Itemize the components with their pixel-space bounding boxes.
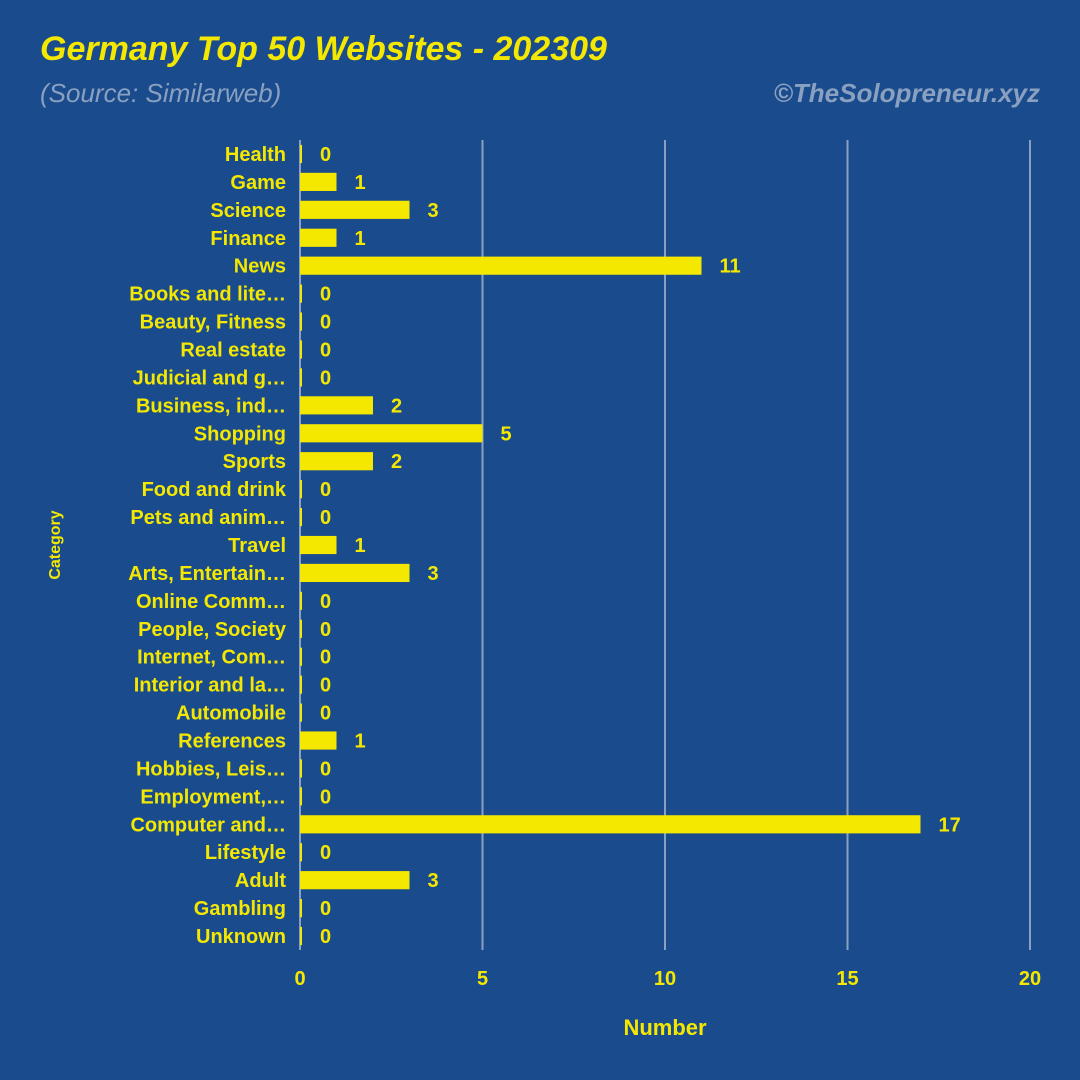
bar [300, 899, 302, 917]
value-label: 5 [501, 423, 512, 445]
category-label: Unknown [196, 926, 286, 948]
bar [300, 480, 302, 498]
value-label: 1 [355, 731, 366, 753]
value-label: 11 [720, 256, 741, 278]
category-label: Books and lite… [129, 284, 286, 306]
bar [300, 536, 337, 554]
category-label: Gambling [194, 898, 286, 920]
category-label: Real estate [180, 339, 286, 361]
value-label: 0 [320, 507, 331, 529]
bar [300, 201, 410, 219]
x-tick-label: 10 [654, 968, 676, 990]
category-label: Adult [235, 870, 286, 892]
category-label: Beauty, Fitness [140, 312, 286, 334]
bar [300, 620, 302, 638]
bar [300, 815, 921, 833]
category-label: Travel [228, 535, 286, 557]
x-tick-label: 20 [1019, 968, 1041, 990]
bar [300, 676, 302, 694]
bar [300, 229, 337, 247]
bar [300, 648, 302, 666]
category-label: Interior and la… [134, 675, 286, 697]
bar [300, 145, 302, 163]
bar [300, 704, 302, 722]
bar-chart: 05101520Health0Game1Science3Finance1News… [0, 0, 1080, 1080]
bar [300, 312, 302, 330]
category-label: People, Society [138, 619, 287, 641]
value-label: 17 [939, 814, 961, 836]
value-label: 0 [320, 675, 331, 697]
bar [300, 843, 302, 861]
value-label: 1 [355, 172, 366, 194]
category-label: Lifestyle [205, 842, 286, 864]
value-label: 2 [391, 395, 402, 417]
bar [300, 340, 302, 358]
x-tick-label: 5 [477, 968, 488, 990]
category-label: Online Comm… [136, 591, 286, 613]
value-label: 0 [320, 284, 331, 306]
bar [300, 871, 410, 889]
bar [300, 927, 302, 945]
x-tick-label: 15 [836, 968, 858, 990]
bar [300, 592, 302, 610]
category-label: Sports [223, 451, 286, 473]
bar [300, 285, 302, 303]
value-label: 0 [320, 479, 331, 501]
bar [300, 759, 302, 777]
value-label: 3 [428, 563, 439, 585]
category-label: Business, ind… [136, 395, 286, 417]
value-label: 0 [320, 367, 331, 389]
value-label: 1 [355, 228, 366, 250]
bar [300, 257, 702, 275]
category-label: Science [210, 200, 286, 222]
category-label: Game [230, 172, 286, 194]
category-label: References [178, 731, 286, 753]
category-label: Judicial and g… [133, 367, 286, 389]
value-label: 0 [320, 144, 331, 166]
bar [300, 731, 337, 749]
bar [300, 173, 337, 191]
value-label: 0 [320, 339, 331, 361]
category-label: News [234, 256, 286, 278]
chart-container: Germany Top 50 Websites - 202309 (Source… [0, 0, 1080, 1080]
category-label: Health [225, 144, 286, 166]
bar [300, 396, 373, 414]
value-label: 0 [320, 842, 331, 864]
bar [300, 424, 483, 442]
category-label: Computer and… [130, 814, 286, 836]
value-label: 0 [320, 786, 331, 808]
value-label: 2 [391, 451, 402, 473]
category-label: Shopping [194, 423, 286, 445]
category-label: Food and drink [142, 479, 287, 501]
value-label: 0 [320, 312, 331, 334]
bar [300, 452, 373, 470]
value-label: 1 [355, 535, 366, 557]
category-label: Finance [210, 228, 286, 250]
y-axis-title: Category [47, 510, 64, 579]
value-label: 3 [428, 870, 439, 892]
category-label: Arts, Entertain… [128, 563, 286, 585]
category-label: Automobile [176, 703, 286, 725]
bar [300, 368, 302, 386]
category-label: Internet, Com… [137, 647, 286, 669]
value-label: 0 [320, 758, 331, 780]
category-label: Hobbies, Leis… [136, 758, 286, 780]
bar [300, 508, 302, 526]
bar [300, 564, 410, 582]
value-label: 0 [320, 898, 331, 920]
category-label: Pets and anim… [130, 507, 286, 529]
bar [300, 787, 302, 805]
x-tick-label: 0 [294, 968, 305, 990]
category-label: Employment,… [140, 786, 286, 808]
x-axis-title: Number [623, 1015, 707, 1040]
value-label: 0 [320, 703, 331, 725]
value-label: 0 [320, 619, 331, 641]
value-label: 0 [320, 647, 331, 669]
value-label: 0 [320, 591, 331, 613]
value-label: 3 [428, 200, 439, 222]
value-label: 0 [320, 926, 331, 948]
